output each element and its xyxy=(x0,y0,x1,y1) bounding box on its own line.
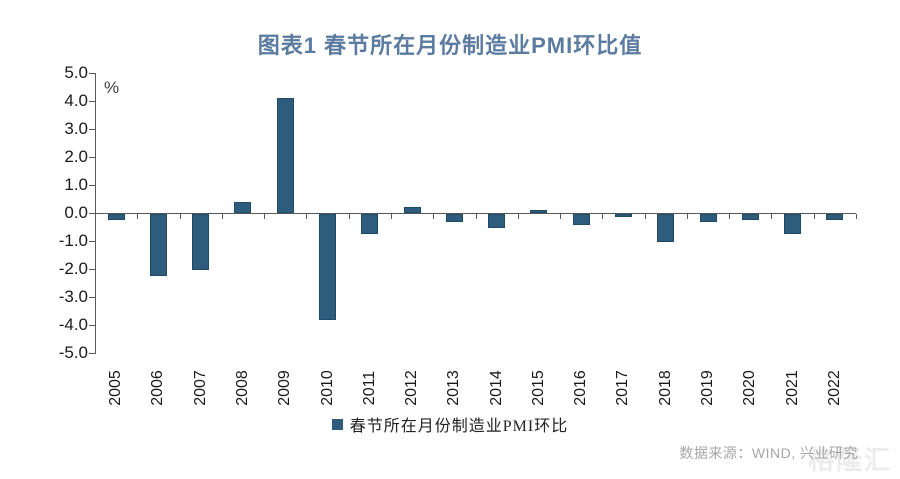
bar-2006 xyxy=(149,214,167,276)
y-axis-tick-label: -3.0 xyxy=(58,287,88,306)
y-axis-tick xyxy=(89,213,95,214)
x-axis-label-2015: 2015 xyxy=(529,370,547,406)
x-axis-label-2009: 2009 xyxy=(276,370,294,406)
chart-title: 图表1 春节所在月份制造业PMI环比值 xyxy=(257,33,643,58)
x-axis-label-2016: 2016 xyxy=(572,370,590,406)
x-axis-tick xyxy=(221,214,223,219)
legend-marker-icon xyxy=(331,418,343,430)
bar-2022 xyxy=(826,214,844,220)
y-axis-tick xyxy=(89,325,95,326)
x-axis-label-2020: 2020 xyxy=(741,370,759,406)
y-axis-tick-label: 5.0 xyxy=(64,63,88,82)
x-axis-tick xyxy=(95,214,96,219)
bar-2013 xyxy=(445,214,463,223)
y-axis-tick xyxy=(89,101,95,102)
bar-2016 xyxy=(572,214,590,226)
y-axis-tick xyxy=(89,353,95,354)
bar-2010 xyxy=(319,214,337,321)
y-axis-tick xyxy=(89,157,95,158)
x-axis-label-2005: 2005 xyxy=(107,370,125,406)
bar-2009 xyxy=(276,98,294,213)
x-axis-tick xyxy=(137,214,139,219)
x-axis-tick xyxy=(686,214,688,219)
x-axis-label-2010: 2010 xyxy=(318,370,336,406)
y-axis-tick xyxy=(89,185,95,186)
x-axis-label-2012: 2012 xyxy=(403,370,421,406)
x-axis-label-2013: 2013 xyxy=(445,370,463,406)
data-source-note: 数据来源：WIND, 兴业研究 xyxy=(679,445,858,461)
y-axis-tick-label: -1.0 xyxy=(58,231,88,250)
y-axis-tick-label: 4.0 xyxy=(64,91,88,110)
bar-2021 xyxy=(784,214,802,234)
x-axis-label-2021: 2021 xyxy=(783,370,801,406)
bar-2018 xyxy=(657,214,675,242)
y-axis-tick-label: 3.0 xyxy=(64,119,88,138)
bar-2017 xyxy=(614,214,632,217)
x-axis-label-2007: 2007 xyxy=(191,370,209,406)
x-axis-tick xyxy=(306,214,308,219)
x-axis-tick xyxy=(856,214,857,219)
x-axis-label-2022: 2022 xyxy=(825,370,843,406)
x-axis-tick xyxy=(813,214,815,219)
bar-2007 xyxy=(192,214,210,270)
legend-series-label: 春节所在月份制造业PMI环比 xyxy=(349,418,569,435)
x-axis-tick xyxy=(644,214,646,219)
x-axis-tick xyxy=(433,214,435,219)
x-axis-tick xyxy=(179,214,181,219)
x-axis-tick xyxy=(390,214,392,219)
bar-2005 xyxy=(107,214,125,220)
x-axis-tick xyxy=(348,214,350,219)
x-axis-tick xyxy=(475,214,477,219)
x-axis-tick xyxy=(264,214,266,219)
x-axis-zero-line xyxy=(95,213,856,214)
x-axis-tick xyxy=(560,214,562,219)
y-axis-tick-label: 2.0 xyxy=(64,147,88,166)
bar-2014 xyxy=(488,214,506,228)
bar-2019 xyxy=(699,214,717,223)
bar-2008 xyxy=(234,201,252,213)
legend: 春节所在月份制造业PMI环比 xyxy=(0,412,900,436)
bar-2012 xyxy=(403,207,421,213)
y-axis-tick xyxy=(89,129,95,130)
y-axis-tick-label: 1.0 xyxy=(64,175,88,194)
x-axis-tick xyxy=(517,214,519,219)
x-axis-label-2011: 2011 xyxy=(360,370,378,406)
bar-2011 xyxy=(361,214,379,234)
x-axis-tick xyxy=(771,214,773,219)
x-axis-label-2018: 2018 xyxy=(656,370,674,406)
x-axis-label-2019: 2019 xyxy=(699,370,717,406)
y-axis-tick xyxy=(89,241,95,242)
x-axis-label-2008: 2008 xyxy=(233,370,251,406)
y-axis-tick xyxy=(89,297,95,298)
y-axis-tick xyxy=(89,73,95,74)
y-axis-tick-label: -4.0 xyxy=(58,315,88,334)
x-axis-label-2014: 2014 xyxy=(487,370,505,406)
x-axis-tick xyxy=(602,214,604,219)
bar-2015 xyxy=(530,210,548,213)
y-axis-unit-label: % xyxy=(104,78,120,97)
y-axis-tick-label: 0.0 xyxy=(64,203,88,222)
x-axis-tick xyxy=(729,214,731,219)
y-axis-tick-label: -5.0 xyxy=(58,343,88,362)
x-axis-label-2017: 2017 xyxy=(614,370,632,406)
y-axis-tick xyxy=(89,269,95,270)
x-axis-label-2006: 2006 xyxy=(149,370,167,406)
y-axis-tick-label: -2.0 xyxy=(58,259,88,278)
bar-2020 xyxy=(741,214,759,220)
